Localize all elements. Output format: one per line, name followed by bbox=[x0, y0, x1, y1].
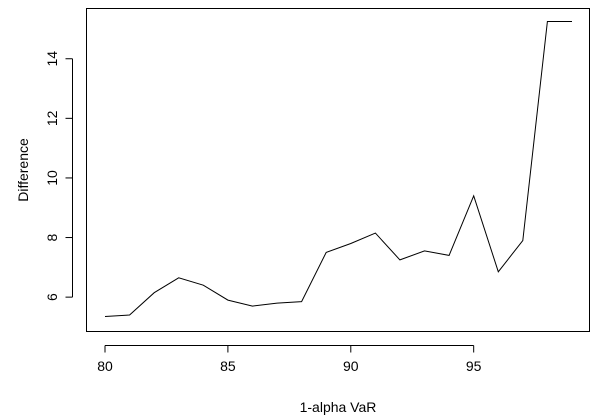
y-tick-label: 6 bbox=[44, 293, 60, 301]
x-tick-label: 90 bbox=[343, 358, 359, 374]
x-tick-label: 95 bbox=[466, 358, 482, 374]
y-tick-label: 8 bbox=[44, 233, 60, 241]
y-axis-title: Difference bbox=[15, 138, 31, 202]
x-tick-label: 80 bbox=[97, 358, 113, 374]
y-tick-label: 10 bbox=[44, 170, 60, 186]
plot-box bbox=[86, 8, 590, 332]
x-axis-title: 1-alpha VaR bbox=[300, 399, 377, 415]
y-axis: 6 8 10 12 14 bbox=[44, 51, 73, 301]
x-tick-label: 85 bbox=[220, 358, 236, 374]
y-tick-label: 14 bbox=[44, 51, 60, 67]
x-axis: 80 85 90 95 bbox=[97, 345, 482, 374]
series-line bbox=[104, 21, 572, 317]
y-tick-label: 12 bbox=[44, 110, 60, 126]
